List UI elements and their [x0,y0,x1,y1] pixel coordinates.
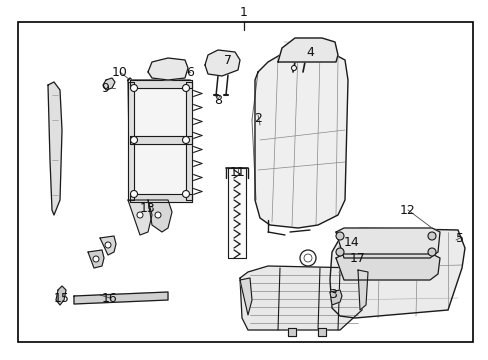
Polygon shape [357,270,367,310]
Polygon shape [185,82,192,200]
Polygon shape [227,168,245,258]
Text: 7: 7 [224,54,231,67]
Text: 13: 13 [140,202,156,215]
Text: 5: 5 [455,231,463,244]
Polygon shape [278,38,337,62]
Polygon shape [48,82,62,215]
Polygon shape [103,78,115,90]
Polygon shape [128,78,192,202]
Polygon shape [287,328,295,336]
Text: 3: 3 [328,288,336,302]
Circle shape [130,190,137,198]
Text: 8: 8 [214,94,222,107]
Text: 14: 14 [344,235,359,248]
Polygon shape [148,58,187,80]
Polygon shape [317,328,325,336]
Polygon shape [254,50,347,228]
Circle shape [427,232,435,240]
Circle shape [182,190,189,198]
Text: 6: 6 [185,66,194,78]
Text: 15: 15 [54,292,70,305]
Polygon shape [240,278,251,315]
Bar [18,22,472,342]
Polygon shape [148,200,172,232]
Text: 2: 2 [254,112,262,125]
Text: 4: 4 [305,45,313,58]
Polygon shape [329,228,464,318]
Circle shape [137,212,142,218]
Circle shape [335,248,343,256]
Circle shape [182,85,189,91]
Text: 11: 11 [230,166,245,179]
Text: 17: 17 [349,252,365,265]
Polygon shape [88,250,104,268]
Polygon shape [130,136,192,144]
Circle shape [335,232,343,240]
Circle shape [130,136,137,144]
Circle shape [291,66,296,71]
Circle shape [130,85,137,91]
Text: 1: 1 [240,5,247,18]
Text: 9: 9 [101,81,109,94]
Text: 10: 10 [112,66,128,78]
Polygon shape [204,50,240,76]
Text: 12: 12 [399,203,415,216]
Polygon shape [128,200,152,235]
Circle shape [155,212,161,218]
Polygon shape [335,228,439,258]
Circle shape [427,248,435,256]
Polygon shape [128,82,134,200]
Polygon shape [240,266,364,330]
Polygon shape [335,254,439,280]
Polygon shape [329,290,341,305]
Polygon shape [130,194,192,202]
Circle shape [93,256,99,262]
Polygon shape [130,80,192,88]
Polygon shape [74,292,168,304]
Polygon shape [56,286,66,305]
Text: 16: 16 [102,292,118,305]
Polygon shape [100,236,116,255]
Circle shape [182,136,189,144]
Circle shape [105,242,111,248]
